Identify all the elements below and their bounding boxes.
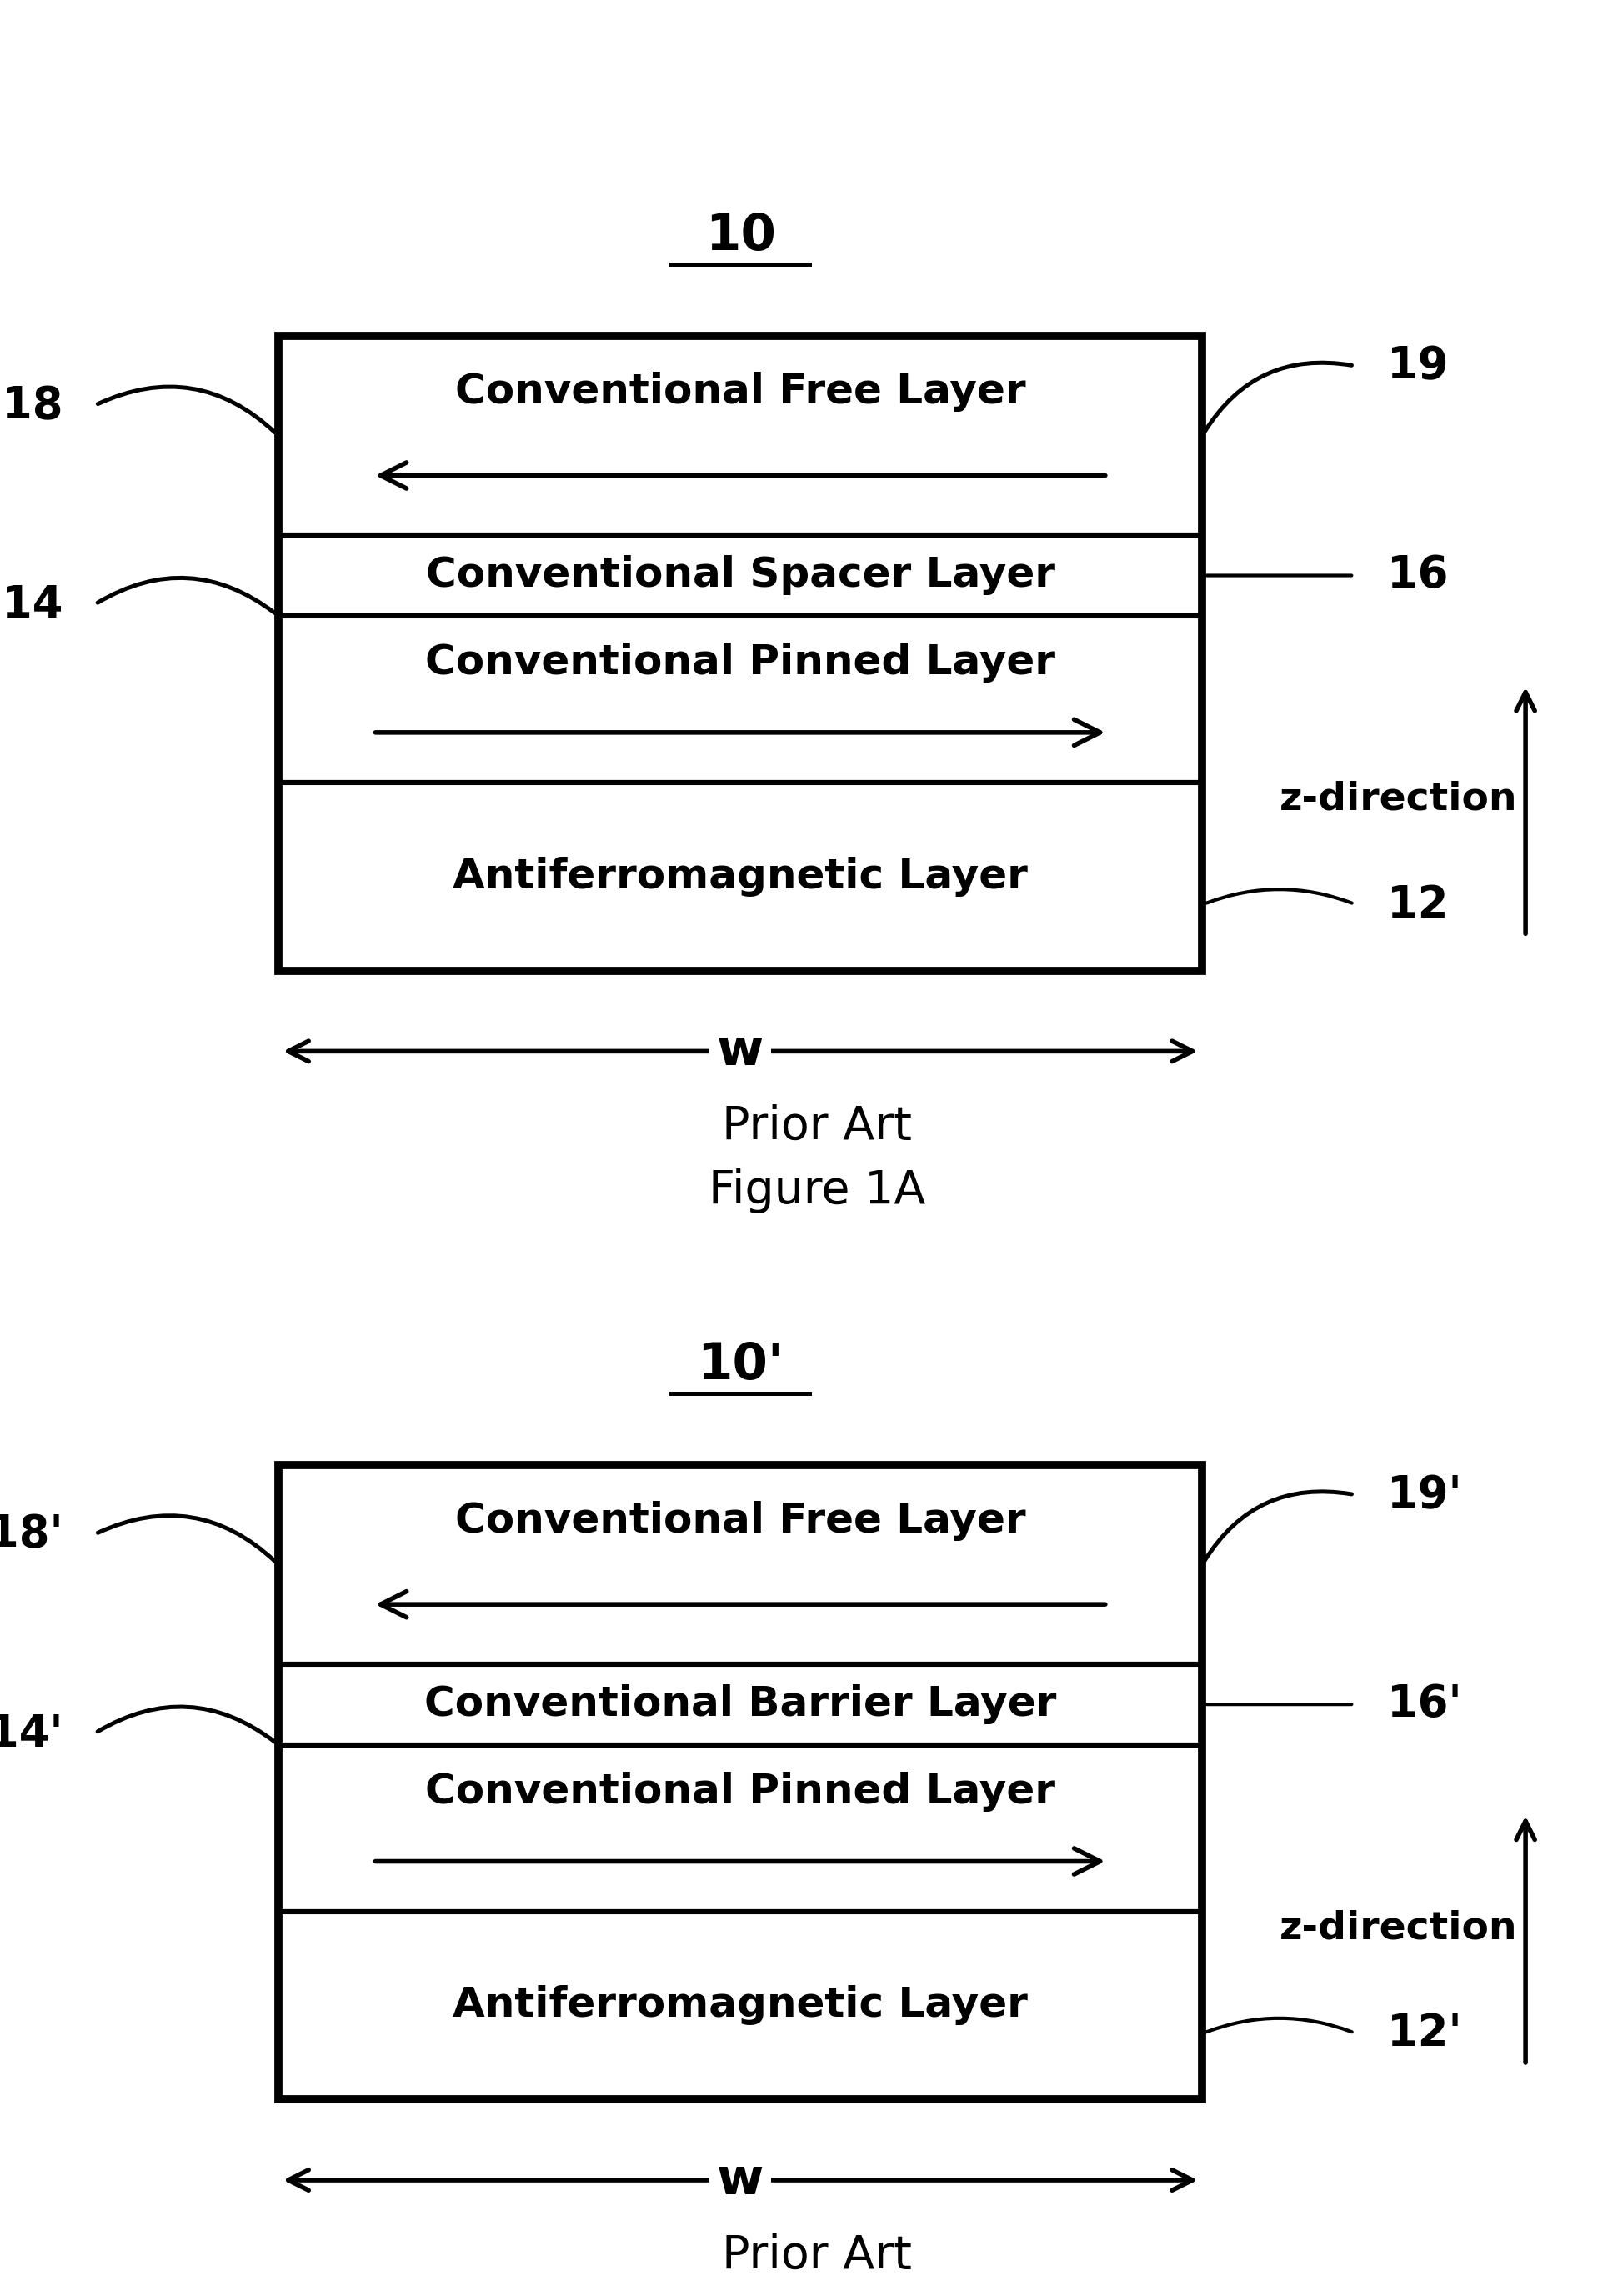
Bar (279, 1465, 1202, 1665)
Bar (279, 535, 1202, 615)
Text: Conventional Free Layer: Conventional Free Layer (455, 1502, 1026, 1541)
Text: 16': 16' (1387, 1683, 1460, 1727)
Text: Prior Art: Prior Art (721, 2234, 912, 2278)
Text: Conventional Spacer Layer: Conventional Spacer Layer (425, 556, 1055, 595)
Text: 19: 19 (1387, 344, 1448, 388)
Bar (279, 1910, 1202, 2099)
Bar (279, 615, 1202, 783)
Text: 19': 19' (1387, 1474, 1460, 1518)
Text: 12: 12 (1387, 884, 1448, 925)
Text: Conventional Pinned Layer: Conventional Pinned Layer (425, 643, 1055, 682)
Text: 18': 18' (0, 1513, 63, 1557)
Bar (279, 783, 1202, 971)
Text: Figure 1A: Figure 1A (709, 1169, 925, 1215)
Text: Conventional Free Layer: Conventional Free Layer (455, 372, 1026, 411)
Text: w: w (717, 1026, 763, 1077)
Text: w: w (717, 2156, 763, 2204)
Bar (279, 1465, 1202, 2099)
Text: z-direction: z-direction (1279, 781, 1516, 817)
Text: Prior Art: Prior Art (721, 1104, 912, 1148)
Text: Conventional Barrier Layer: Conventional Barrier Layer (425, 1685, 1056, 1724)
Bar (279, 1665, 1202, 1745)
Text: 14': 14' (0, 1713, 63, 1756)
Bar (279, 335, 1202, 535)
Text: Antiferromagnetic Layer: Antiferromagnetic Layer (452, 856, 1028, 895)
Bar (279, 1745, 1202, 1910)
Text: Conventional Pinned Layer: Conventional Pinned Layer (425, 1773, 1055, 1812)
Text: 10': 10' (697, 1341, 784, 1389)
Text: 10: 10 (705, 211, 776, 262)
Text: 16: 16 (1387, 553, 1448, 597)
Text: 12': 12' (1387, 2011, 1460, 2055)
Text: 18: 18 (2, 383, 63, 427)
Text: 14: 14 (2, 583, 63, 627)
Text: Antiferromagnetic Layer: Antiferromagnetic Layer (452, 1986, 1028, 2025)
Bar (279, 335, 1202, 971)
Text: z-direction: z-direction (1279, 1910, 1516, 1947)
